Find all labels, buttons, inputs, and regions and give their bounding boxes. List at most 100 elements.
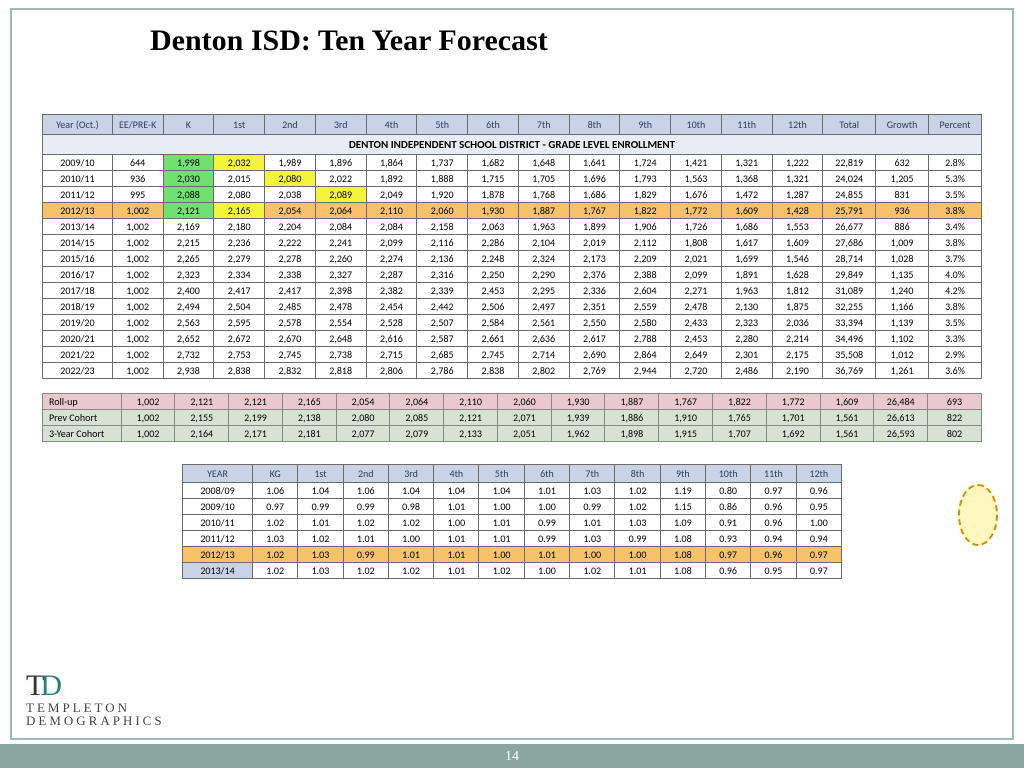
cell: 2,652: [163, 331, 214, 347]
cell: 1,002: [112, 299, 163, 315]
cell: 2,554: [315, 315, 366, 331]
cell: 2,286: [468, 235, 519, 251]
cell: 2,171: [229, 426, 283, 442]
cell: 0.99: [298, 499, 343, 515]
col-header: 4th: [366, 115, 417, 135]
cell: 2,175: [772, 347, 823, 363]
cell: 2017/18: [43, 283, 113, 299]
cell: 2,290: [518, 267, 569, 283]
col-header: 6th: [524, 465, 569, 483]
cell: 1.02: [298, 531, 343, 547]
cell: 2,295: [518, 283, 569, 299]
cell: 1.00: [524, 499, 569, 515]
cell: 2,616: [366, 331, 417, 347]
cell: 1,561: [820, 426, 874, 442]
cell: 1,886: [605, 410, 659, 426]
cell: 2,080: [214, 187, 265, 203]
cell: 2,563: [163, 315, 214, 331]
cell: 1,421: [671, 155, 722, 171]
cell: 1,701: [766, 410, 820, 426]
cell: 2,838: [468, 363, 519, 379]
cell: 32,255: [823, 299, 876, 315]
col-header: Total: [823, 115, 876, 135]
cell: 0.91: [705, 515, 750, 531]
col-header: 1st: [214, 115, 265, 135]
table-row: 2010/119362,0302,0152,0802,0221,8921,888…: [43, 171, 982, 187]
cell: 33,394: [823, 315, 876, 331]
table-row: 2010/111.021.011.021.021.001.010.991.011…: [183, 515, 842, 531]
cell: 2,550: [569, 315, 620, 331]
cell: 1,563: [671, 171, 722, 187]
col-header: 6th: [468, 115, 519, 135]
cell: 2,260: [315, 251, 366, 267]
cell: 2,636: [518, 331, 569, 347]
cell: 2,494: [163, 299, 214, 315]
cell: 2011/12: [43, 187, 113, 203]
cell: 2,400: [163, 283, 214, 299]
table-caption: DENTON INDEPENDENT SCHOOL DISTRICT - GRA…: [43, 135, 982, 155]
cell: 2,136: [417, 251, 468, 267]
cell: 2,714: [518, 347, 569, 363]
cell: 1,772: [766, 394, 820, 410]
cell: 1,002: [121, 394, 175, 410]
cell: 1,002: [112, 347, 163, 363]
cell: 1,287: [772, 187, 823, 203]
cell: 2,138: [282, 410, 336, 426]
cell: 886: [876, 219, 929, 235]
cell: 0.97: [705, 547, 750, 563]
cell: 1,561: [820, 410, 874, 426]
cell: 1.00: [615, 547, 660, 563]
cell: 1.00: [479, 499, 524, 515]
cell: 2,324: [518, 251, 569, 267]
cell: 2012/13: [183, 547, 253, 563]
cell: 1,009: [876, 235, 929, 251]
cell: 0.98: [388, 499, 433, 515]
cell: 2,818: [315, 363, 366, 379]
cell: 2,561: [518, 315, 569, 331]
cell: 1,609: [721, 203, 772, 219]
cell: 2,745: [468, 347, 519, 363]
cell: 1,222: [772, 155, 823, 171]
cell: 0.96: [751, 515, 796, 531]
cell: 1.01: [434, 563, 479, 579]
cell: 0.99: [343, 499, 388, 515]
cell: 2,265: [163, 251, 214, 267]
cell: 1,002: [112, 203, 163, 219]
col-header: 11th: [751, 465, 796, 483]
cell: 1,240: [876, 283, 929, 299]
cell: 2,104: [518, 235, 569, 251]
cell: 2,351: [569, 299, 620, 315]
cell: 1,939: [551, 410, 605, 426]
cell: 2013/14: [183, 563, 253, 579]
cell: 2,133: [444, 426, 498, 442]
cell: 2,453: [468, 283, 519, 299]
cell: 693: [928, 394, 982, 410]
cell: 2,507: [417, 315, 468, 331]
cell: 2,099: [671, 267, 722, 283]
cell: 2,110: [366, 203, 417, 219]
cell: 2,433: [671, 315, 722, 331]
cell: 2,528: [366, 315, 417, 331]
cell: 2011/12: [183, 531, 253, 547]
cell: 1,822: [620, 203, 671, 219]
cell: 34,496: [823, 331, 876, 347]
cell: 1,012: [876, 347, 929, 363]
cell: 1,829: [620, 187, 671, 203]
col-header: YEAR: [183, 465, 253, 483]
cell: 2,021: [671, 251, 722, 267]
cell: 2,417: [214, 283, 265, 299]
cell: 2,864: [620, 347, 671, 363]
cell: 1,696: [569, 171, 620, 187]
cell: 2018/19: [43, 299, 113, 315]
col-header: 2nd: [343, 465, 388, 483]
cell: 2,661: [468, 331, 519, 347]
cell: 2,274: [366, 251, 417, 267]
table-row: 2013/141,0022,1692,1802,2042,0842,0842,1…: [43, 219, 982, 235]
cell: 2,190: [772, 363, 823, 379]
cell: 1,737: [417, 155, 468, 171]
cell: 1.04: [479, 483, 524, 499]
cell: 1.02: [253, 515, 298, 531]
cell: 1,998: [163, 155, 214, 171]
cell: 644: [112, 155, 163, 171]
table-row: 2014/151,0022,2152,2362,2222,2412,0992,1…: [43, 235, 982, 251]
